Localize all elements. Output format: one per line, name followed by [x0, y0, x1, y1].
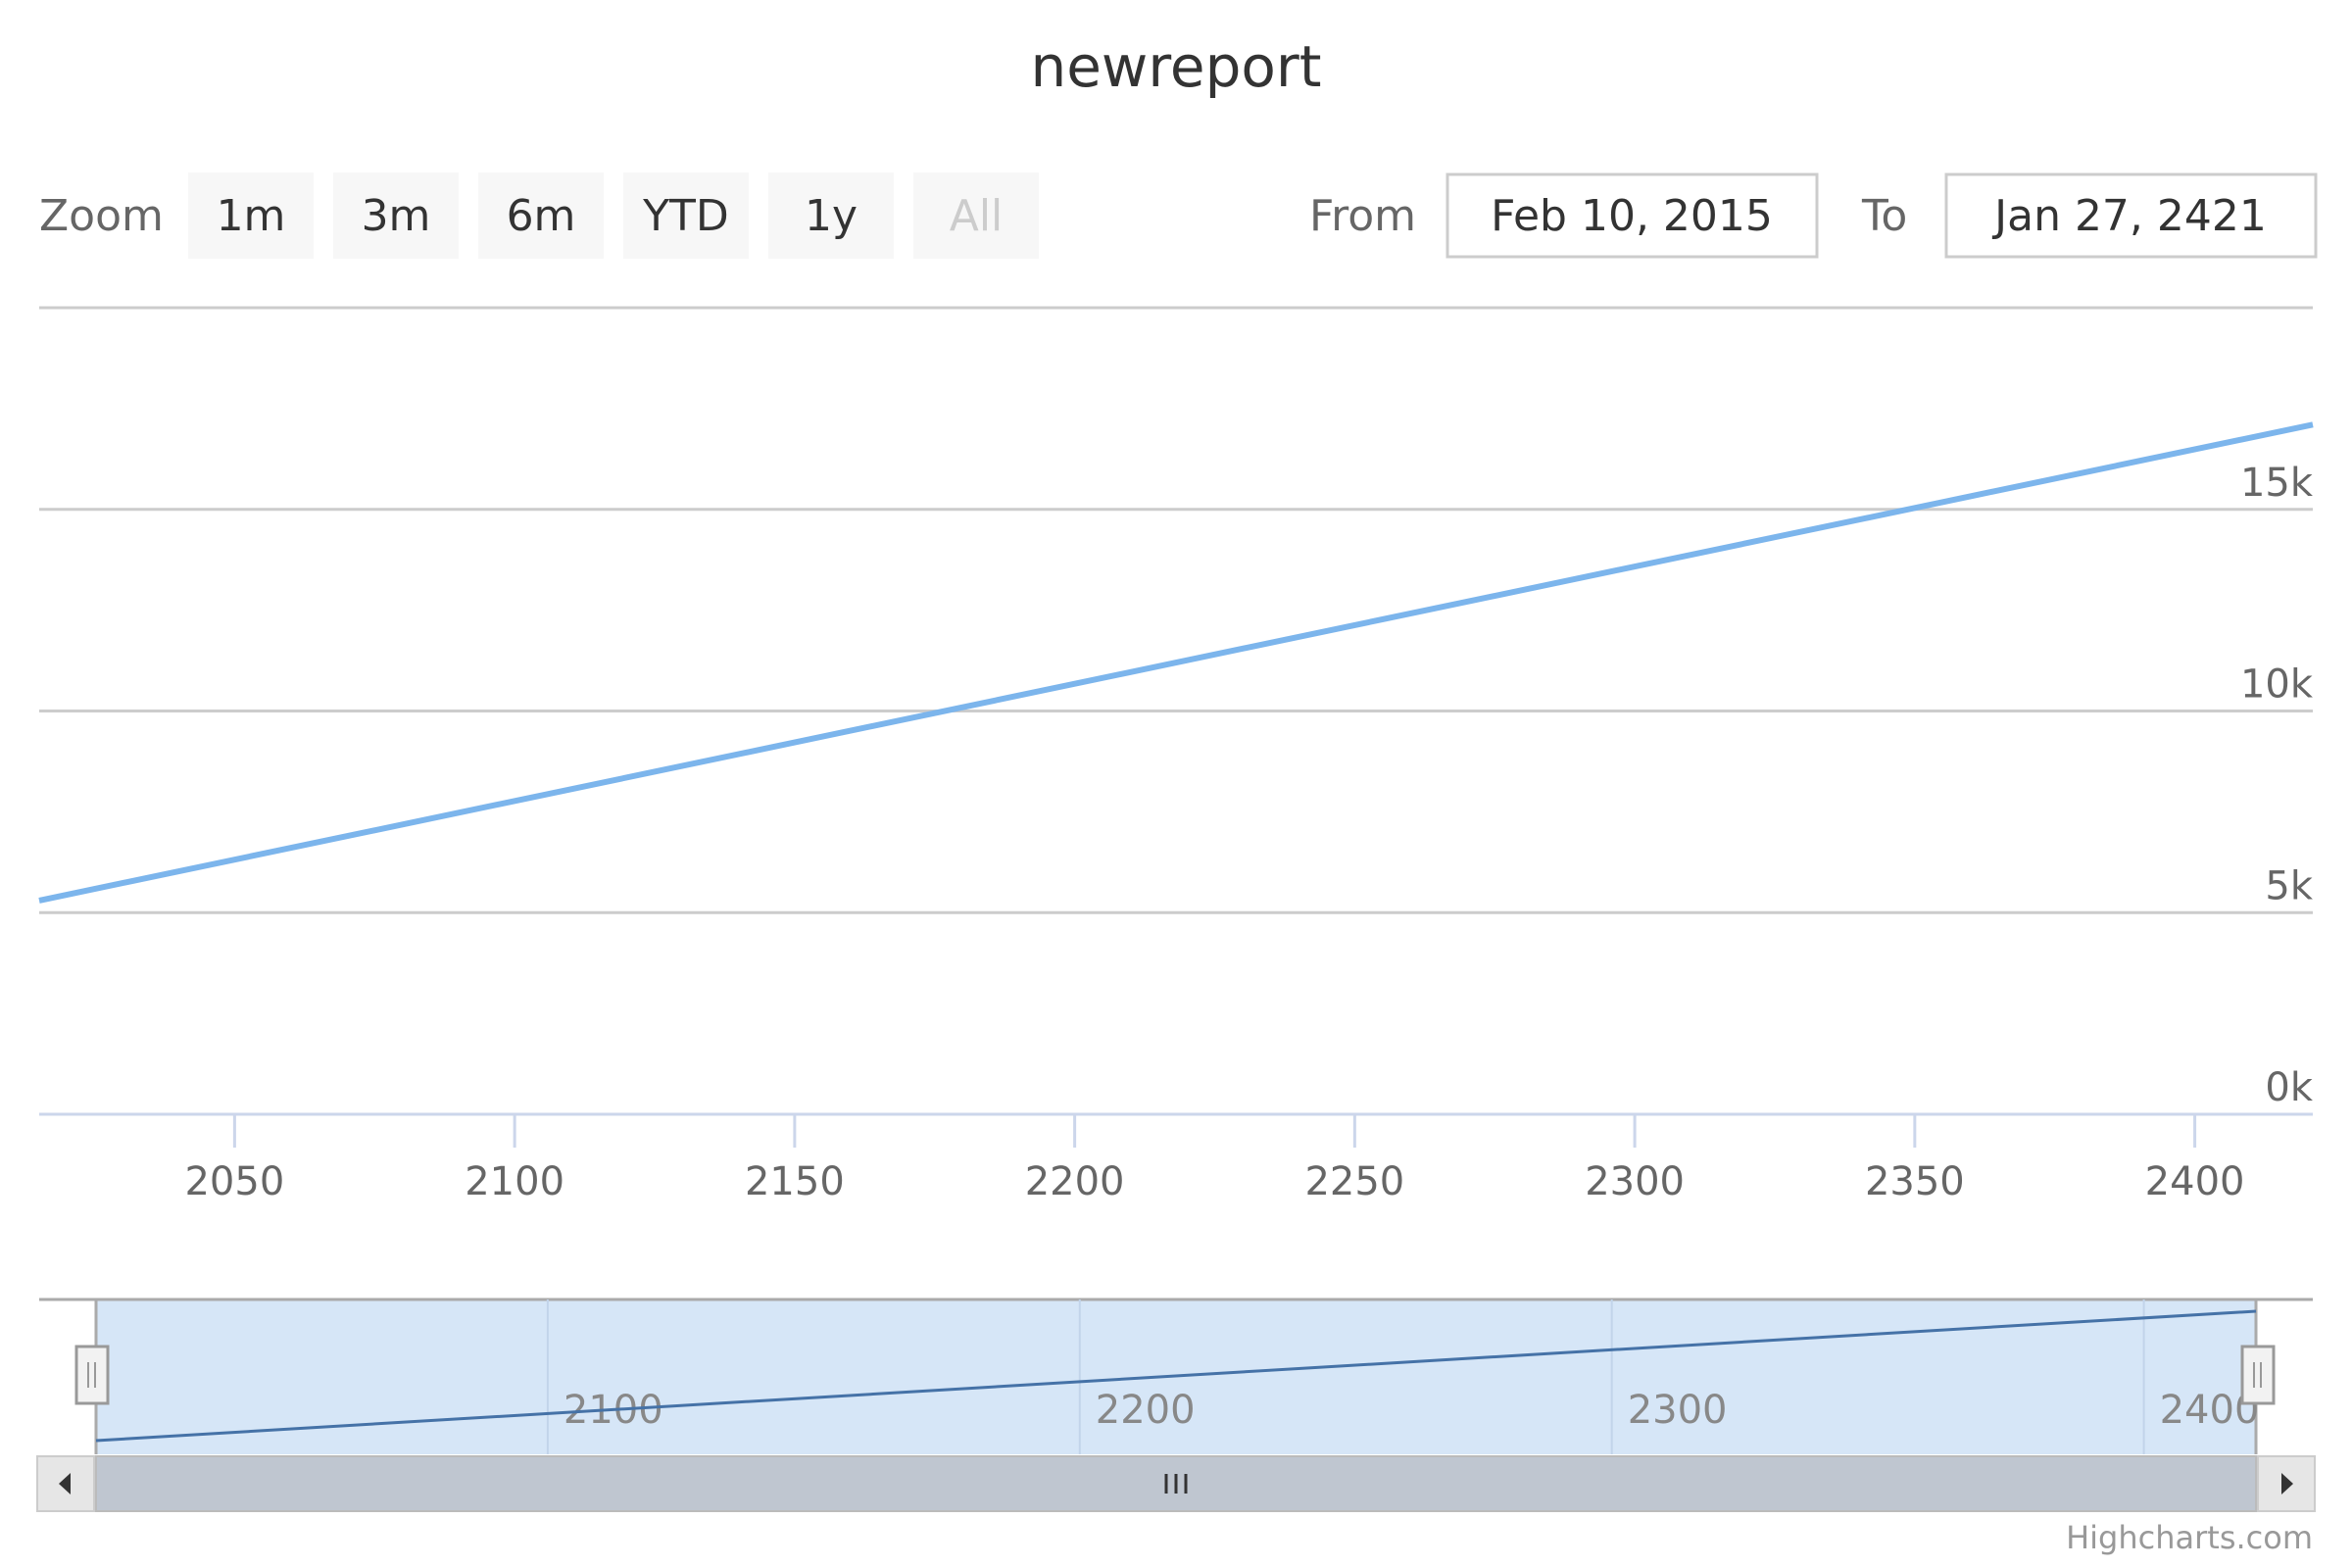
x-tick-label: 2400: [2145, 1159, 2245, 1204]
x-tick-label: 2050: [184, 1159, 284, 1204]
y-axis-labels: 0k 5k 10k 15k: [2240, 461, 2314, 1110]
y-tick-label: 0k: [2265, 1065, 2313, 1110]
zoom-button-label: 1y: [805, 191, 858, 241]
x-tick-label: 2350: [1865, 1159, 1965, 1204]
to-date-value: Jan 27, 2421: [1991, 191, 2267, 241]
navigator-grid: [546, 1299, 2145, 1454]
zoom-label: Zoom: [39, 191, 164, 241]
navigator-tick-label: 2300: [1628, 1388, 1728, 1433]
zoom-button-label: 3m: [362, 191, 431, 241]
navigator-handle-left[interactable]: [74, 1345, 110, 1405]
zoom-button-1y[interactable]: 1y: [768, 172, 894, 259]
arrow-right-icon: [2281, 1473, 2293, 1494]
scrollbar-right-button[interactable]: [2257, 1455, 2316, 1512]
zoom-button-label: YTD: [642, 191, 729, 241]
scrollbar-left-button[interactable]: [36, 1455, 95, 1512]
zoom-button-6m[interactable]: 6m: [478, 172, 604, 259]
navigator-series-line: [95, 1309, 2257, 1443]
x-axis-ticks: [232, 1114, 2197, 1148]
scrollbar[interactable]: [36, 1455, 2316, 1512]
from-date-value: Feb 10, 2015: [1491, 191, 1773, 241]
navigator[interactable]: 2100 2200 2300 2400: [39, 1298, 2313, 1454]
arrow-left-icon: [59, 1473, 71, 1494]
navigator-handle-right[interactable]: [2240, 1345, 2276, 1405]
zoom-button-3m[interactable]: 3m: [333, 172, 459, 259]
zoom-button-all[interactable]: All: [913, 172, 1039, 259]
x-tick-label: 2100: [465, 1159, 564, 1204]
navigator-tick-label: 2200: [1096, 1388, 1196, 1433]
x-axis-labels: 2050 2100 2150 2200 2250 2300 2350 2400: [184, 1159, 2244, 1204]
y-tick-label: 10k: [2240, 662, 2314, 708]
y-tick-label: 5k: [2265, 863, 2313, 908]
credits-link[interactable]: Highcharts.com: [2066, 1519, 2313, 1556]
range-selector: Zoom 1m 3m 6m YTD 1y All From Feb 10,: [39, 172, 2318, 259]
series-line[interactable]: [38, 421, 2314, 904]
to-date-input[interactable]: Jan 27, 2421: [1944, 172, 2318, 259]
from-date-input[interactable]: Feb 10, 2015: [1446, 172, 1819, 259]
y-tick-label: 15k: [2240, 461, 2314, 506]
x-tick-label: 2250: [1304, 1159, 1404, 1204]
zoom-button-label: All: [950, 191, 1004, 241]
grid-lines: [39, 508, 2313, 914]
from-label: From: [1309, 191, 1416, 241]
zoom-button-label: 6m: [507, 191, 576, 241]
x-tick-label: 2150: [745, 1159, 845, 1204]
x-tick-label: 2200: [1025, 1159, 1125, 1204]
zoom-button-1m[interactable]: 1m: [188, 172, 314, 259]
zoom-button-label: 1m: [217, 191, 286, 241]
to-label: To: [1861, 191, 1907, 241]
x-tick-label: 2300: [1585, 1159, 1685, 1204]
scrollbar-grip-icon: [1164, 1474, 1188, 1494]
chart-title: newreport: [1030, 33, 1321, 100]
zoom-button-ytd[interactable]: YTD: [623, 172, 749, 259]
